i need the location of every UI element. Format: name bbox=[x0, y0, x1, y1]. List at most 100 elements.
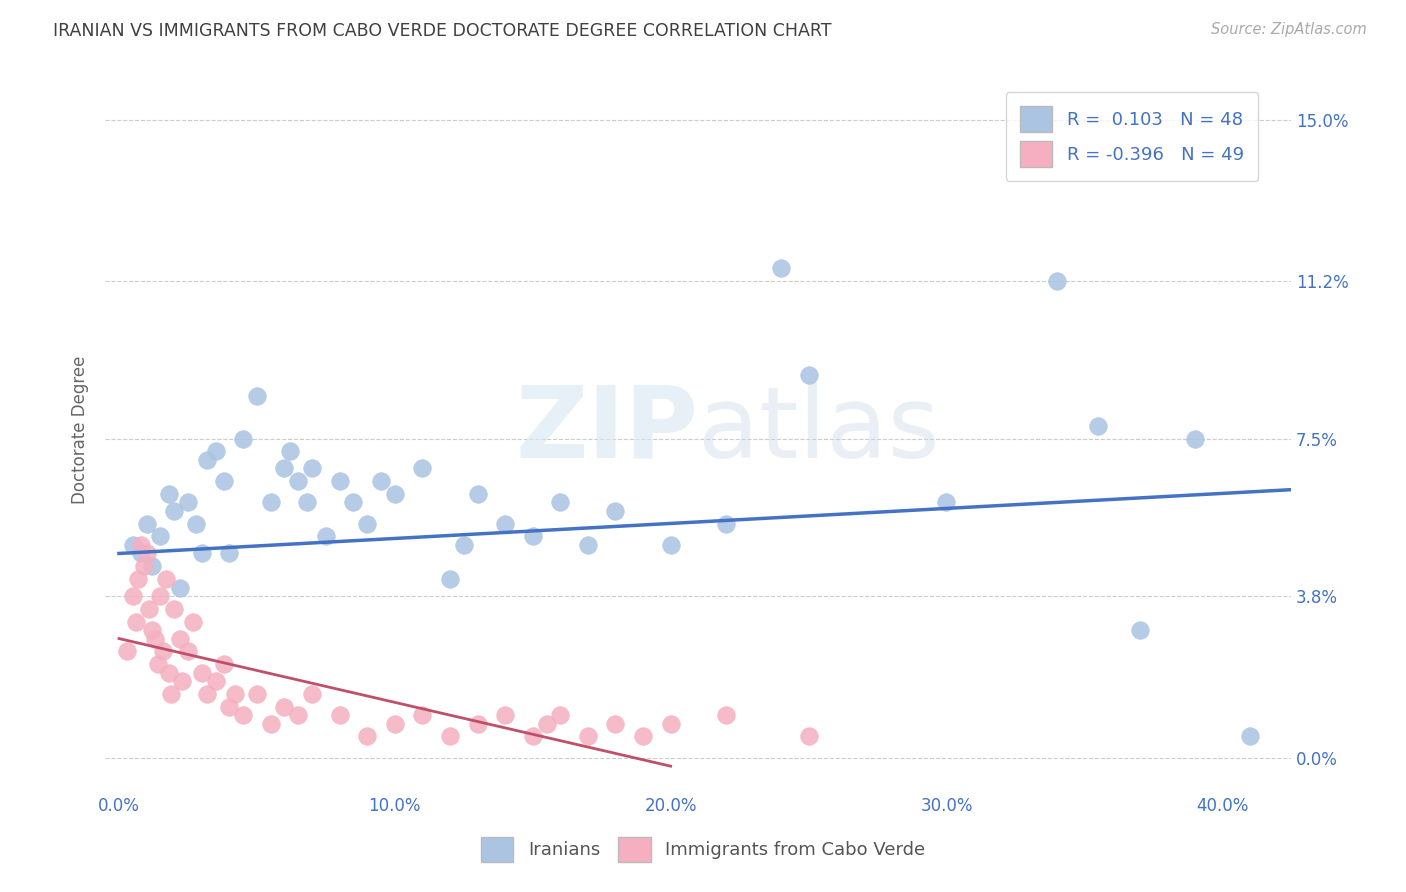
Legend: R =  0.103   N = 48, R = -0.396   N = 49: R = 0.103 N = 48, R = -0.396 N = 49 bbox=[1005, 92, 1258, 181]
Point bbox=[439, 730, 461, 744]
Point bbox=[146, 657, 169, 671]
Point bbox=[172, 674, 194, 689]
Point bbox=[132, 559, 155, 574]
Point bbox=[117, 644, 139, 658]
Point bbox=[935, 495, 957, 509]
Point bbox=[129, 538, 152, 552]
Point bbox=[190, 546, 212, 560]
Point bbox=[212, 657, 235, 671]
Point bbox=[129, 546, 152, 560]
Text: ZIP: ZIP bbox=[516, 382, 699, 479]
Point bbox=[157, 487, 180, 501]
Point bbox=[204, 674, 226, 689]
Point bbox=[467, 716, 489, 731]
Point bbox=[278, 444, 301, 458]
Point bbox=[177, 495, 200, 509]
Point bbox=[149, 529, 172, 543]
Point bbox=[143, 632, 166, 646]
Point bbox=[195, 687, 218, 701]
Point bbox=[163, 504, 186, 518]
Point bbox=[124, 615, 146, 629]
Point bbox=[329, 708, 352, 723]
Point bbox=[356, 516, 378, 531]
Point bbox=[522, 730, 544, 744]
Point bbox=[232, 432, 254, 446]
Point bbox=[183, 615, 205, 629]
Point bbox=[550, 708, 572, 723]
Legend: Iranians, Immigrants from Cabo Verde: Iranians, Immigrants from Cabo Verde bbox=[474, 830, 932, 870]
Point bbox=[121, 538, 143, 552]
Text: Source: ZipAtlas.com: Source: ZipAtlas.com bbox=[1211, 22, 1367, 37]
Point bbox=[714, 708, 737, 723]
Point bbox=[411, 461, 433, 475]
Point bbox=[155, 572, 177, 586]
Point bbox=[224, 687, 246, 701]
Point bbox=[659, 538, 682, 552]
Point bbox=[121, 589, 143, 603]
Point bbox=[659, 716, 682, 731]
Point bbox=[141, 623, 163, 637]
Point bbox=[315, 529, 337, 543]
Point bbox=[163, 601, 186, 615]
Point bbox=[576, 538, 599, 552]
Point bbox=[494, 708, 516, 723]
Point bbox=[1087, 418, 1109, 433]
Point bbox=[135, 546, 157, 560]
Point bbox=[494, 516, 516, 531]
Point bbox=[260, 495, 283, 509]
Point bbox=[329, 474, 352, 488]
Text: atlas: atlas bbox=[699, 382, 939, 479]
Point bbox=[439, 572, 461, 586]
Point bbox=[141, 559, 163, 574]
Point bbox=[190, 665, 212, 680]
Point bbox=[138, 601, 160, 615]
Point bbox=[342, 495, 364, 509]
Point bbox=[536, 716, 558, 731]
Point bbox=[169, 632, 191, 646]
Point bbox=[260, 716, 283, 731]
Point bbox=[370, 474, 392, 488]
Point bbox=[769, 261, 792, 276]
Point bbox=[714, 516, 737, 531]
Point bbox=[522, 529, 544, 543]
Point bbox=[356, 730, 378, 744]
Point bbox=[218, 546, 240, 560]
Point bbox=[246, 687, 269, 701]
Point bbox=[212, 474, 235, 488]
Point bbox=[384, 716, 406, 731]
Point bbox=[1046, 274, 1069, 288]
Point bbox=[605, 504, 627, 518]
Point bbox=[631, 730, 654, 744]
Point bbox=[157, 665, 180, 680]
Point bbox=[467, 487, 489, 501]
Point bbox=[160, 687, 183, 701]
Point bbox=[1184, 432, 1206, 446]
Point bbox=[135, 516, 157, 531]
Point bbox=[287, 708, 309, 723]
Point bbox=[576, 730, 599, 744]
Point bbox=[127, 572, 149, 586]
Point bbox=[273, 461, 295, 475]
Point bbox=[384, 487, 406, 501]
Point bbox=[232, 708, 254, 723]
Point bbox=[301, 687, 323, 701]
Point bbox=[149, 589, 172, 603]
Point bbox=[152, 644, 174, 658]
Point bbox=[273, 699, 295, 714]
Point bbox=[411, 708, 433, 723]
Text: IRANIAN VS IMMIGRANTS FROM CABO VERDE DOCTORATE DEGREE CORRELATION CHART: IRANIAN VS IMMIGRANTS FROM CABO VERDE DO… bbox=[53, 22, 832, 40]
Point bbox=[550, 495, 572, 509]
Point bbox=[1239, 730, 1261, 744]
Point bbox=[186, 516, 208, 531]
Point bbox=[797, 368, 820, 382]
Point bbox=[195, 453, 218, 467]
Point bbox=[605, 716, 627, 731]
Point bbox=[246, 389, 269, 403]
Point bbox=[169, 581, 191, 595]
Point bbox=[177, 644, 200, 658]
Point bbox=[1128, 623, 1150, 637]
Point bbox=[797, 730, 820, 744]
Point bbox=[204, 444, 226, 458]
Point bbox=[453, 538, 475, 552]
Point bbox=[295, 495, 318, 509]
